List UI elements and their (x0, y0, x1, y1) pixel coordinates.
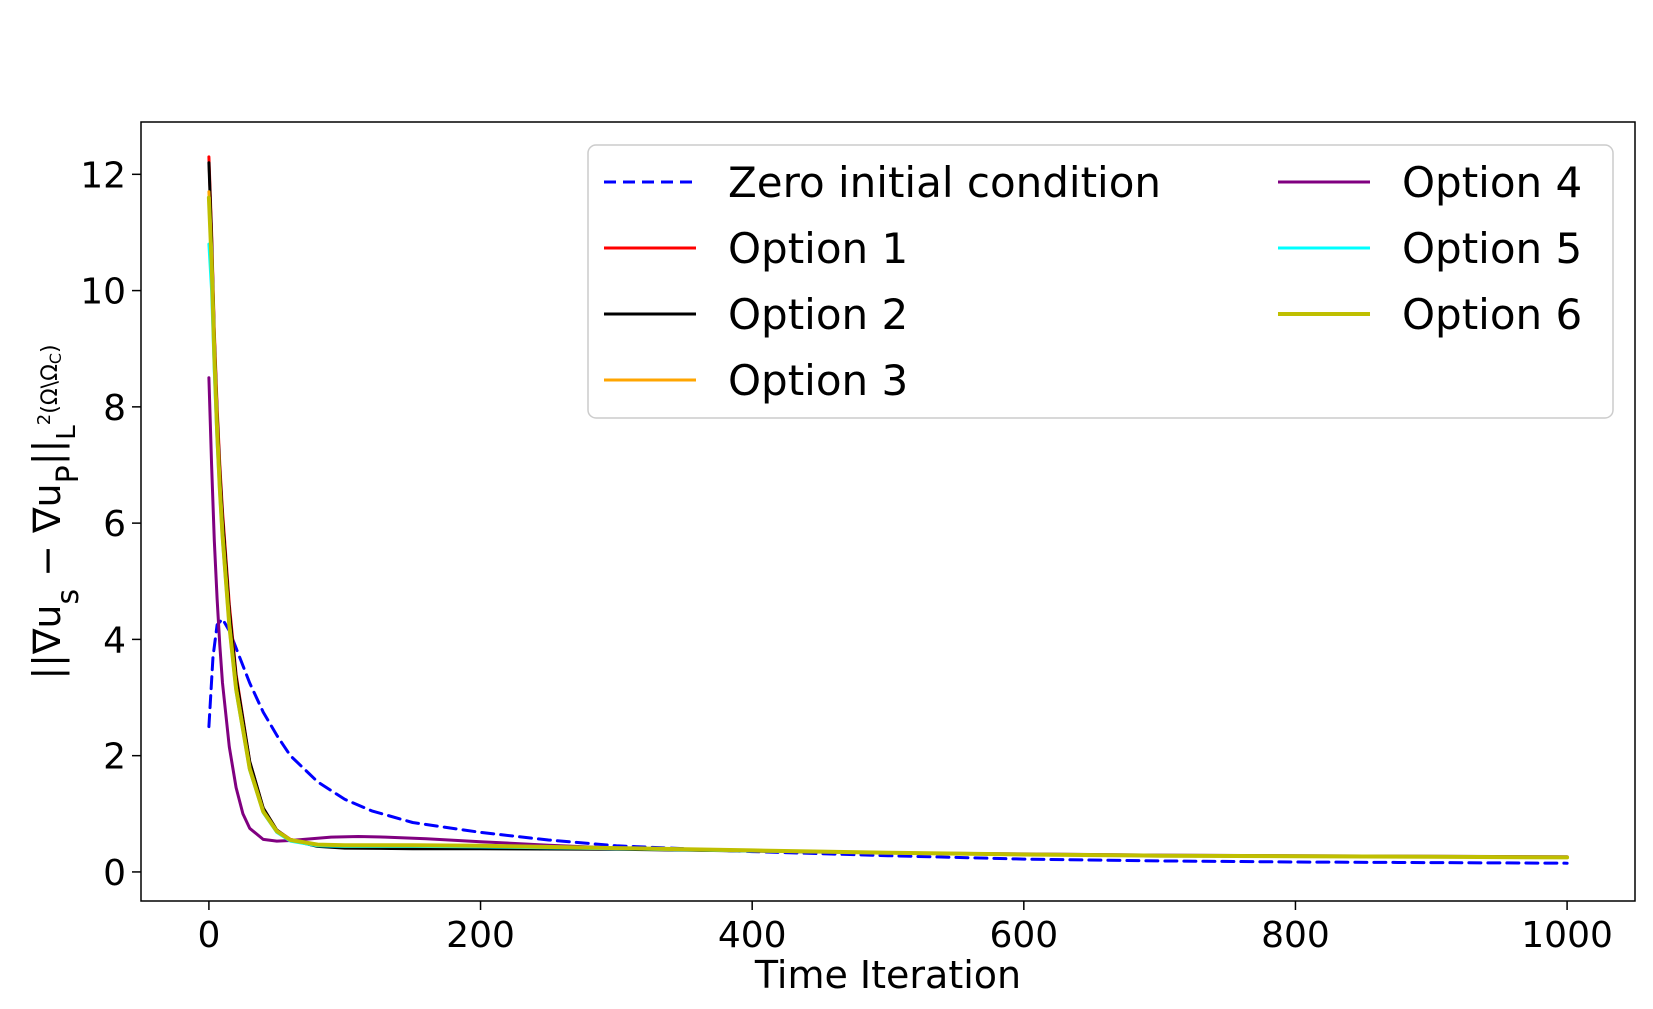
legend-label: Option 1 (728, 224, 908, 273)
legend-label: Option 3 (728, 356, 908, 405)
y-axis: 0 2 4 6 8 10 12 (80, 155, 141, 894)
legend-label: Option 2 (728, 290, 908, 339)
legend-box (587, 144, 1614, 419)
y-tick-label: 8 (103, 388, 126, 429)
x-axis: 0 200 400 600 800 1000 (197, 901, 1613, 956)
legend-label: Option 4 (1402, 158, 1582, 207)
x-axis-label: Time Iteration (754, 953, 1021, 997)
series-line-7 (206, 195, 1570, 860)
y-tick-label: 0 (103, 853, 126, 894)
y-tick-label: 4 (103, 620, 126, 661)
legend-label: Option 5 (1402, 224, 1582, 273)
y-tick-label: 10 (80, 272, 126, 313)
plot-frame (140, 121, 1636, 902)
x-tick-label: 1000 (1521, 915, 1613, 956)
x-tick-label: 400 (718, 915, 787, 956)
series-layer (206, 155, 1570, 865)
legend-label: Zero initial condition (728, 158, 1161, 207)
y-tick-label: 2 (103, 737, 126, 778)
x-tick-label: 600 (989, 915, 1058, 956)
x-tick-label: 0 (197, 915, 220, 956)
y-tick-label: 6 (103, 504, 126, 545)
y-tick-label: 12 (80, 155, 126, 196)
x-tick-label: 200 (446, 915, 515, 956)
legend: Zero initial condition Option 1 Option 2 Op… (587, 144, 1614, 419)
x-tick-label: 800 (1261, 915, 1330, 956)
y-axis-label: ||∇us − ∇uP||L2(Ω\ΩC) (25, 344, 86, 679)
legend-label: Option 6 (1402, 290, 1582, 339)
